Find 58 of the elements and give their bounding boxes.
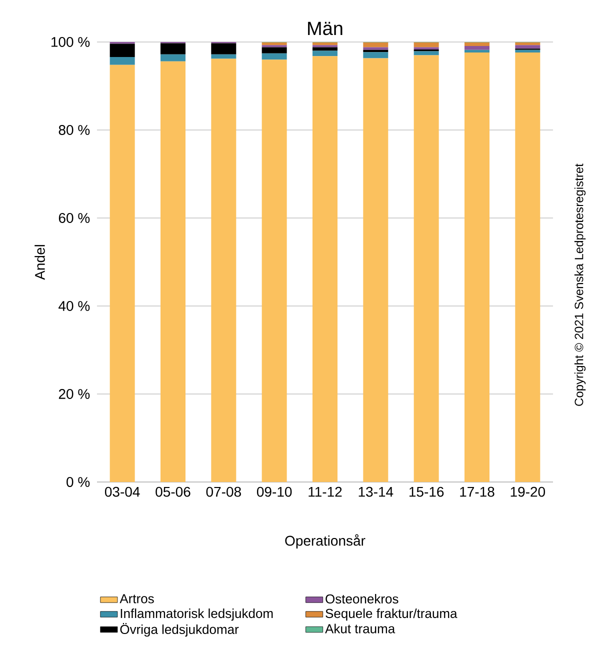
bar: [110, 64, 135, 482]
bar: [464, 42, 490, 46]
bar: [312, 50, 338, 56]
legend-label: Inflammatorisk ledsjukdom: [120, 608, 273, 621]
bar: [515, 52, 540, 482]
bar: [363, 50, 388, 52]
bar: [312, 47, 338, 51]
x-tick-label: 05-06: [156, 486, 190, 497]
text: Copyright © 2021 Svenska Ledprotesregistret: [574, 164, 586, 406]
bar: [160, 54, 186, 62]
bar: [515, 45, 540, 49]
bar: [464, 46, 490, 50]
chart-title: Män: [308, 22, 342, 36]
legend-label: Övriga ledsjukdomar: [120, 623, 239, 637]
bar: [160, 61, 186, 482]
x-tick-label: 17-18: [460, 486, 494, 497]
bar: [211, 54, 236, 59]
x-tick-label: 19-20: [510, 486, 546, 497]
x-axis-title: Operationsår: [285, 534, 366, 548]
x-tick-label: 11-12: [308, 486, 342, 497]
y-tick-label: 0 %: [66, 477, 90, 487]
legend-label: Sequele fraktur/trauma: [326, 608, 458, 621]
x-tick-label: 09-10: [256, 486, 292, 497]
bar: [110, 44, 135, 57]
bar: [312, 56, 338, 482]
bar: [414, 51, 439, 56]
bar: [515, 42, 540, 46]
bar: [262, 60, 287, 482]
y-tick-label: 60 %: [58, 213, 90, 223]
x-tick-label: 03-04: [104, 486, 140, 497]
y-tick-label: 20 %: [58, 389, 90, 399]
bar: [312, 42, 338, 46]
bar: [363, 58, 388, 482]
bar: [363, 47, 388, 50]
bar: [262, 53, 287, 60]
bar: [363, 42, 388, 48]
x-tick-label: 13-14: [358, 486, 394, 497]
bar: [414, 55, 439, 482]
bar: [464, 50, 490, 53]
bar: [464, 52, 490, 482]
bar: [262, 47, 287, 54]
bar: [262, 42, 287, 46]
y-tick-label: 40 %: [58, 301, 90, 311]
bar: [211, 43, 236, 54]
bar: [110, 56, 135, 65]
bar: [160, 43, 186, 54]
y-tick-label: 80 %: [58, 125, 90, 135]
bar: [363, 52, 388, 58]
y-axis-title: Andel: [34, 245, 45, 280]
legend-label: Osteonekros: [326, 594, 398, 604]
x-tick-label: 15-16: [409, 486, 444, 497]
bar: [414, 42, 439, 48]
y-tick-label: 100 %: [52, 37, 90, 47]
bar: [211, 58, 236, 482]
legend-label: Akut trauma: [325, 624, 396, 634]
legend-label: Artros: [120, 594, 154, 604]
bar: [515, 50, 540, 53]
x-tick-label: 07-08: [206, 486, 241, 497]
